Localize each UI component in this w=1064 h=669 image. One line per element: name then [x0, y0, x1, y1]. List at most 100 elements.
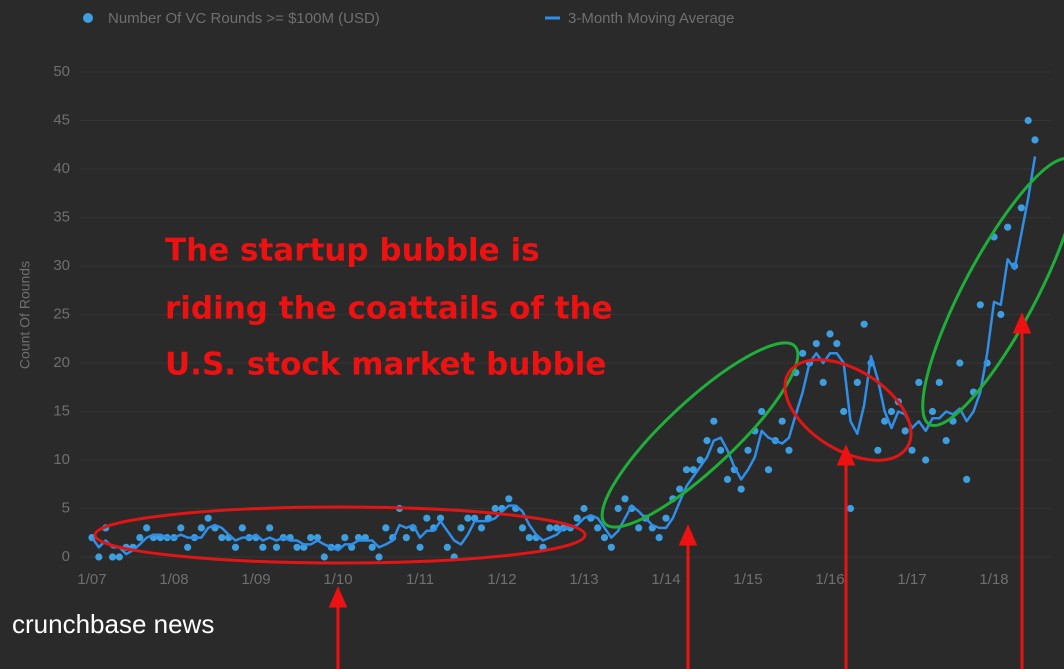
- data-point: [218, 534, 226, 542]
- data-point: [553, 524, 561, 532]
- data-point: [607, 543, 615, 551]
- data-point: [375, 553, 383, 561]
- data-point: [723, 475, 732, 483]
- data-point: [546, 524, 554, 532]
- data-point: [259, 543, 267, 551]
- data-point: [1004, 223, 1012, 231]
- data-point: [204, 514, 212, 522]
- data-point: [662, 514, 670, 522]
- y-tick-label: 30: [53, 257, 70, 274]
- y-tick-label: 50: [53, 63, 70, 80]
- data-point: [231, 543, 240, 551]
- data-point: [464, 514, 472, 522]
- arrow-head: [836, 444, 856, 466]
- marks: [88, 116, 1039, 561]
- data-point: [143, 524, 151, 532]
- data-point: [423, 514, 431, 522]
- ellipse: [921, 156, 1064, 428]
- ellipse: [93, 505, 587, 565]
- data-point: [580, 504, 588, 513]
- data-point: [915, 378, 923, 386]
- data-point: [136, 534, 144, 542]
- data-point: [676, 485, 684, 493]
- data-point: [887, 407, 896, 416]
- data-point: [272, 543, 281, 551]
- data-point: [689, 466, 697, 474]
- data-point: [785, 446, 793, 454]
- x-tick-label: 1/08: [159, 571, 188, 588]
- data-point: [368, 543, 376, 551]
- data-point: [382, 524, 390, 532]
- data-point: [108, 553, 117, 561]
- data-point: [416, 543, 424, 551]
- data-point: [436, 514, 445, 522]
- data-point: [942, 437, 950, 445]
- data-point: [758, 407, 766, 416]
- data-point: [505, 495, 513, 503]
- arrow-head: [328, 586, 348, 608]
- annotation: The startup bubble is: [165, 233, 540, 269]
- arrows: [328, 312, 1032, 669]
- data-point: [819, 378, 827, 386]
- data-point: [901, 427, 909, 435]
- data-point: [594, 524, 602, 532]
- data-point: [115, 553, 123, 561]
- data-point: [621, 495, 629, 503]
- data-point: [696, 456, 704, 464]
- data-point: [935, 378, 943, 386]
- y-axis-label: Count Of Rounds: [17, 261, 33, 369]
- y-tick-label: 5: [62, 499, 70, 516]
- data-point: [491, 504, 499, 513]
- data-point: [744, 446, 752, 454]
- data-point: [177, 524, 185, 532]
- data-point: [313, 534, 322, 542]
- x-tick-label: 1/14: [651, 571, 680, 588]
- data-point: [238, 524, 246, 532]
- data-point: [853, 378, 861, 386]
- data-point: [518, 524, 527, 532]
- y-tick-label: 45: [53, 111, 70, 128]
- data-point: [764, 466, 773, 474]
- x-tick-label: 1/07: [77, 571, 106, 588]
- data-point: [600, 534, 609, 542]
- data-point: [860, 320, 868, 328]
- data-point: [443, 543, 451, 551]
- data-point: [881, 417, 889, 425]
- data-point: [908, 446, 916, 454]
- data-point: [812, 340, 820, 348]
- data-point: [682, 466, 691, 474]
- x-tick-label: 1/16: [815, 571, 844, 588]
- data-point: [976, 301, 984, 309]
- data-point: [95, 553, 103, 561]
- x-tick-label: 1/15: [733, 571, 762, 588]
- annotation: U.S. stock market bubble: [165, 347, 606, 383]
- legend-label: 3-Month Moving Average: [568, 10, 735, 27]
- ellipse: [600, 341, 800, 529]
- x-tick-label: 1/12: [487, 571, 516, 588]
- x-tick-label: 1/09: [241, 571, 270, 588]
- data-point: [525, 534, 533, 542]
- arrow-head: [1012, 312, 1032, 334]
- data-point: [997, 310, 1005, 319]
- data-point: [826, 330, 834, 338]
- data-point: [846, 504, 855, 513]
- data-point: [956, 359, 964, 367]
- arrow-head: [678, 524, 698, 546]
- x-tick-label: 1/11: [406, 571, 434, 588]
- data-point: [1017, 204, 1025, 212]
- data-point: [320, 553, 328, 561]
- data-point: [655, 534, 663, 542]
- data-point: [717, 446, 725, 454]
- data-point: [737, 485, 745, 493]
- data-point: [928, 407, 937, 416]
- data-point: [614, 504, 622, 513]
- data-point: [635, 524, 643, 532]
- data-point: [922, 456, 930, 464]
- moving-average-line: [90, 156, 1037, 556]
- data-point: [197, 524, 205, 532]
- data-point: [703, 437, 711, 445]
- highlight-ellipses: [93, 156, 1064, 565]
- data-point: [833, 340, 841, 348]
